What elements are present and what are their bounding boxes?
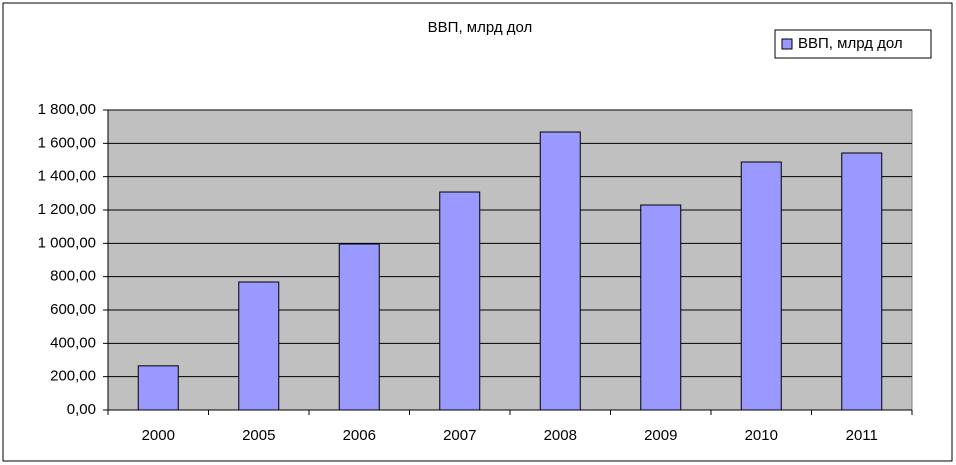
y-tick-label: 600,00 (50, 301, 96, 318)
y-tick-label: 1 800,00 (38, 101, 96, 118)
x-tick-label: 2006 (343, 427, 376, 444)
y-tick-label: 400,00 (50, 334, 96, 351)
plot-area (107, 109, 913, 411)
x-tick-label: 2007 (443, 427, 476, 444)
x-tick-label: 2000 (142, 427, 175, 444)
x-tick-label: 2011 (846, 427, 878, 444)
y-tick-label: 200,00 (50, 368, 96, 385)
bar (740, 161, 782, 411)
chart-title: ВВП, млрд дол (428, 19, 533, 36)
y-tick-label: 800,00 (50, 268, 96, 285)
x-tick-label: 2009 (644, 427, 677, 444)
y-tick-label: 1 200,00 (38, 201, 96, 218)
bar (439, 191, 481, 411)
y-tick-label: 1 000,00 (38, 234, 96, 251)
bar (841, 152, 883, 411)
y-tick-label: 0,00 (67, 401, 96, 418)
bar (338, 243, 380, 411)
legend-label: ВВП, млрд дол (798, 35, 903, 52)
x-tick-label: 2005 (242, 427, 275, 444)
y-tick-label: 1 400,00 (38, 168, 96, 185)
bar (539, 131, 581, 411)
bar (640, 204, 682, 411)
x-tick-label: 2008 (544, 427, 577, 444)
x-tick-label: 2010 (745, 427, 778, 444)
y-tick-label: 1 600,00 (38, 134, 96, 151)
bar (238, 281, 280, 411)
legend-swatch (781, 38, 793, 50)
legend-box (774, 29, 932, 59)
bar (137, 365, 179, 411)
